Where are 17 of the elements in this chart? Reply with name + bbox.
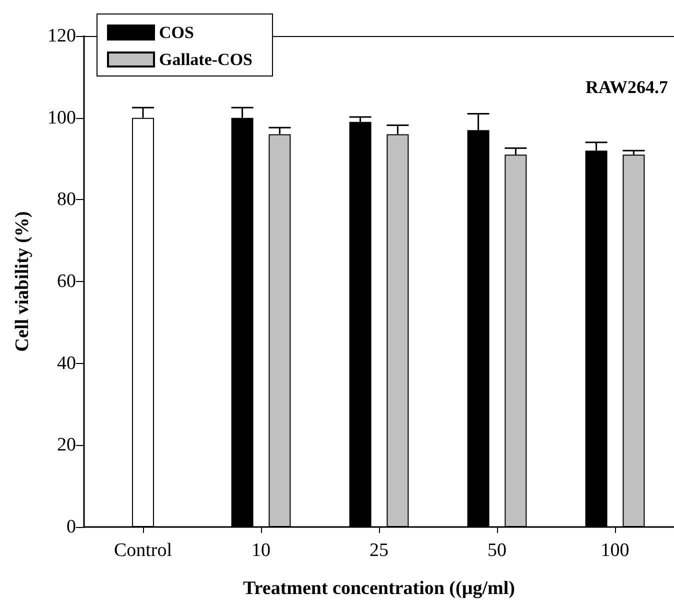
x-tick-label: 25: [370, 540, 388, 561]
y-tick-label: 60: [57, 271, 76, 292]
x-tick-label: 100: [600, 540, 630, 561]
x-tick-label: 50: [488, 540, 506, 561]
y-tick-label: 0: [66, 516, 76, 538]
x-axis-title: Treatment concentration ((µg/ml): [243, 578, 515, 599]
y-tick-label: 100: [48, 107, 76, 128]
x-tick-label: 10: [252, 540, 270, 561]
y-tick-label: 40: [57, 352, 76, 374]
y-tick-label: 80: [57, 189, 76, 210]
annotation: RAW264.7: [585, 77, 668, 97]
y-tick-label: 20: [57, 434, 76, 456]
x-tick-label: Control: [114, 540, 172, 561]
legend-label: COS: [159, 23, 194, 42]
y-axis-title: Cell viability (%): [12, 211, 33, 352]
legend-label: Gallate-COS: [159, 50, 252, 69]
y-tick-label: 120: [48, 26, 76, 46]
